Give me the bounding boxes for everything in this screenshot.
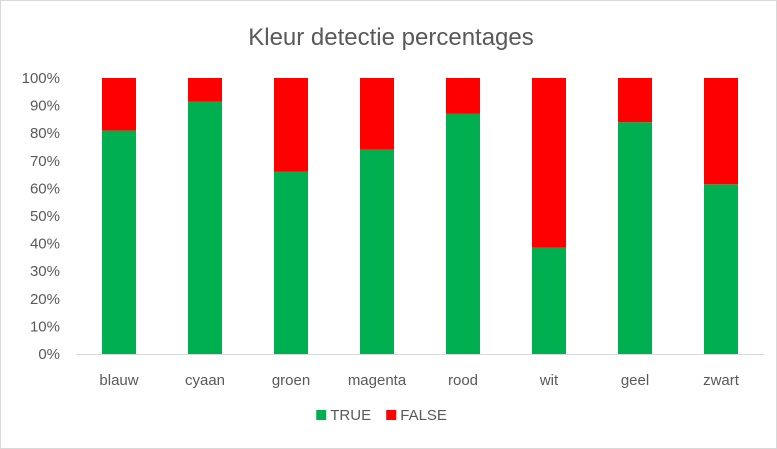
legend-swatch-true (316, 410, 327, 420)
y-tick-label: 0% (38, 346, 60, 363)
x-tick-label: blauw (99, 372, 138, 389)
bar-false-groen (274, 78, 308, 172)
legend: TRUE FALSE (316, 407, 447, 424)
y-axis: 0% 10% 20% 30% 40% 50% 60% 70% 80% 90% 100% (22, 70, 60, 363)
bar-true-geel (618, 122, 652, 354)
legend-label-false: FALSE (400, 407, 447, 424)
y-tick-label: 20% (30, 291, 60, 308)
bar-true-rood (446, 113, 480, 354)
bar-false-rood (446, 78, 480, 114)
x-tick-label: magenta (348, 372, 407, 389)
x-tick-label: wit (539, 372, 559, 389)
bar-false-magenta (360, 78, 394, 150)
x-tick-label: cyaan (185, 372, 225, 389)
x-axis: blauw cyaan groen magenta rood wit geel zwart (76, 354, 764, 389)
bar-true-groen (274, 171, 308, 354)
bar-false-cyaan (188, 78, 222, 102)
bar-false-geel (618, 78, 652, 123)
bar-false-wit (532, 78, 566, 248)
y-tick-label: 10% (30, 318, 60, 335)
bar-false-zwart (704, 78, 738, 185)
x-tick-label: geel (621, 372, 649, 389)
bar-true-wit (532, 247, 566, 354)
bar-true-blauw (102, 130, 136, 354)
y-tick-label: 30% (30, 263, 60, 280)
x-tick-label: groen (272, 372, 310, 389)
chart-title: Kleur detectie percentages (248, 24, 534, 51)
y-tick-label: 100% (22, 70, 60, 87)
y-tick-label: 50% (30, 208, 60, 225)
bars (102, 78, 738, 355)
bar-true-cyaan (188, 101, 222, 355)
x-tick-label: rood (448, 372, 478, 389)
y-tick-label: 70% (30, 153, 60, 170)
bar-false-blauw (102, 78, 136, 131)
y-tick-label: 90% (30, 98, 60, 115)
y-tick-label: 40% (30, 236, 60, 253)
bar-true-magenta (360, 149, 394, 354)
bar-true-zwart (704, 184, 738, 354)
legend-swatch-false (386, 410, 397, 420)
y-tick-label: 60% (30, 180, 60, 197)
y-tick-label: 80% (30, 125, 60, 142)
x-tick-label: zwart (703, 372, 740, 389)
legend-label-true: TRUE (330, 407, 371, 424)
